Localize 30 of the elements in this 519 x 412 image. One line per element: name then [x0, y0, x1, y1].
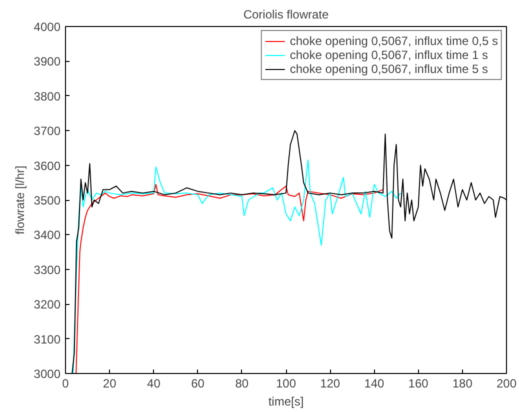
x-tick-label: 80 [235, 376, 249, 390]
y-axis-title: flowrate [l/hr] [12, 166, 27, 234]
x-tick-label: 180 [452, 376, 473, 390]
x-tick-label: 120 [320, 376, 340, 390]
y-tick-label: 3100 [34, 332, 61, 346]
x-axis-title: time[s] [268, 394, 304, 408]
chart-title: Coriolis flowrate [243, 8, 330, 22]
line-series [72, 160, 402, 374]
legend-label: choke opening 0,5067, influx time 5 s [290, 62, 488, 76]
x-tick-label: 0 [62, 376, 70, 390]
y-tick-label: 3900 [34, 54, 61, 69]
legend-label: choke opening 0,5067, influx time 1 s [290, 48, 488, 62]
x-tick-label: 140 [364, 376, 385, 390]
y-tick-label: 3400 [34, 228, 61, 242]
x-tick-label: 100 [276, 376, 296, 390]
y-tick-label: 3700 [34, 124, 61, 138]
y-tick-label: 3300 [34, 262, 61, 277]
x-tick-label: 200 [496, 376, 517, 390]
x-tick-label: 60 [191, 376, 205, 390]
y-tick-label: 3200 [34, 298, 61, 312]
y-tick-label: 3500 [34, 194, 61, 208]
x-tick-label: 40 [147, 376, 161, 390]
y-tick-label: 4000 [34, 20, 61, 34]
line-series [76, 184, 384, 374]
y-tick-label: 3800 [34, 89, 61, 104]
legend-label: choke opening 0,5067, influx time 0,5 s [290, 34, 498, 48]
y-tick-label: 3600 [34, 158, 61, 173]
x-tick-label: 20 [102, 376, 117, 390]
x-tick-label: 160 [408, 376, 429, 390]
y-tick-label: 3000 [34, 367, 61, 381]
